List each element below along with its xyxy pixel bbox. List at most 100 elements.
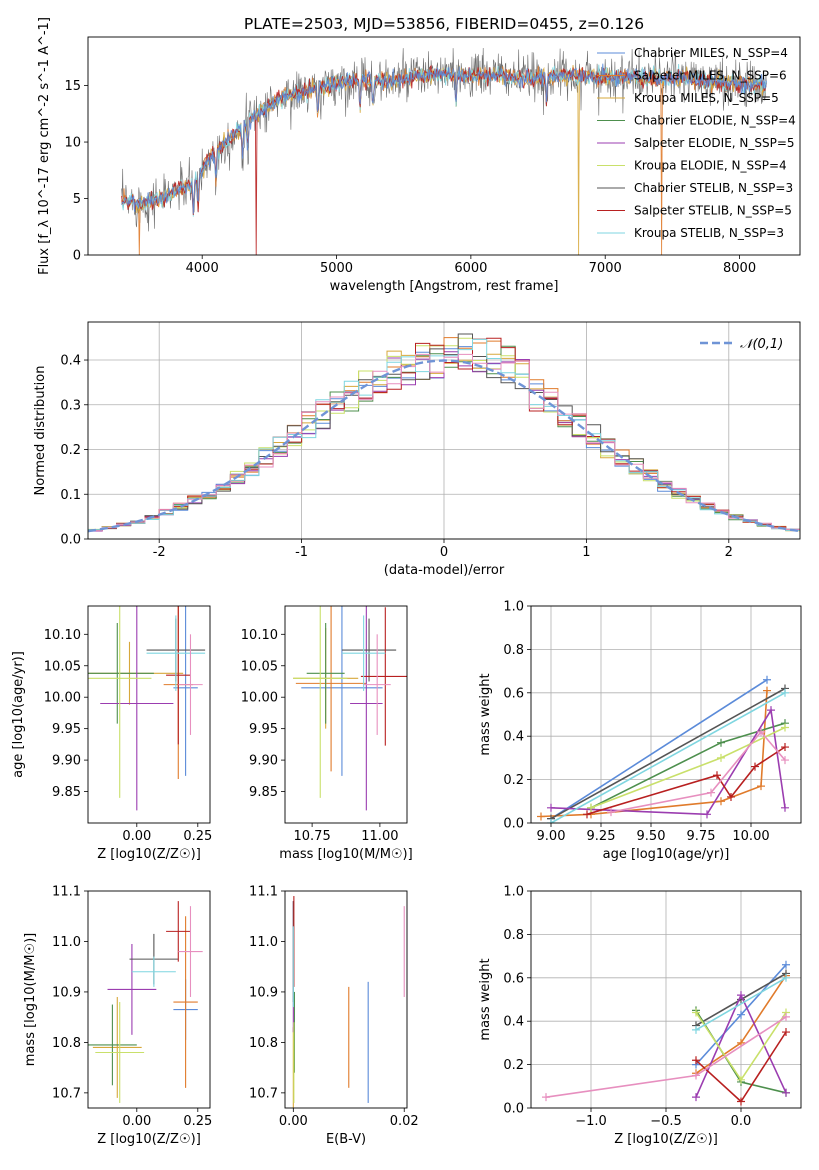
y-tick-label: 0.0	[503, 817, 524, 832]
spectrum-model-line	[121, 63, 767, 214]
weight-marker	[757, 727, 765, 736]
plot-area	[292, 896, 405, 1108]
x-axis-label: Z [log10(Z/Z☉)]	[614, 1132, 718, 1147]
plot-area	[293, 606, 407, 811]
weight-marker	[692, 1025, 700, 1034]
plot-area	[537, 675, 789, 823]
weight-line	[550, 692, 786, 823]
x-tick-label: -1	[295, 545, 308, 560]
x-tick-label: 4000	[186, 261, 219, 276]
y-tick-label: 10.9	[52, 985, 81, 1000]
y-tick-label: 10.8	[52, 1036, 81, 1051]
weight-marker	[781, 723, 789, 732]
y-tick-label: 10.10	[241, 628, 278, 643]
y-tick-label: 9.90	[249, 754, 278, 769]
y-tick-label: 0.0	[60, 533, 81, 548]
y-tick-label: 9.95	[52, 722, 81, 737]
weight-marker	[537, 812, 545, 821]
figure-title: PLATE=2503, MJD=53856, FIBERID=0455, z=0…	[244, 15, 644, 33]
x-axis-label: E(B-V)	[326, 1132, 366, 1147]
weight-marker	[751, 762, 759, 771]
y-tick-label: 10.05	[241, 659, 278, 674]
x-tick-label: 6000	[454, 261, 487, 276]
y-axis-label: age [log10(age/yr)]	[11, 651, 26, 778]
legend-entry: Chabrier MILES, N_SSP=4	[634, 46, 788, 60]
histogram-step	[88, 353, 800, 533]
legend-entry: Chabrier STELIB, N_SSP=3	[634, 181, 793, 195]
x-tick-label: 0	[440, 545, 448, 560]
y-axis-label: mass weight	[478, 958, 493, 1040]
y-tick-label: 0.6	[503, 971, 524, 986]
y-tick-label: 0.8	[503, 643, 524, 658]
weight-marker	[713, 771, 721, 780]
x-tick-label: 9.00	[537, 829, 566, 844]
weight-marker	[727, 792, 735, 801]
y-tick-label: 1.0	[503, 885, 524, 900]
legend-entry: Salpeter STELIB, N_SSP=5	[634, 204, 792, 218]
axes-frame	[530, 605, 802, 824]
y-tick-label: 11.1	[52, 885, 81, 900]
legend-entry: Kroupa ELODIE, N_SSP=4	[634, 159, 787, 173]
weight-marker	[587, 803, 595, 812]
weight-marker	[781, 688, 789, 697]
x-tick-label: 0.25	[183, 1114, 212, 1129]
axes-frame	[87, 890, 211, 1109]
y-axis-label: mass weight	[478, 673, 493, 755]
weight-marker	[692, 1071, 700, 1080]
axes-frame	[87, 36, 801, 256]
x-tick-label: 0.02	[390, 1114, 419, 1129]
y-tick-label: 10.7	[249, 1086, 278, 1101]
axes-frame	[284, 890, 408, 1109]
legend-entry: Salpeter MILES, N_SSP=6	[634, 69, 787, 83]
weight-marker	[757, 782, 765, 791]
weight-marker	[767, 706, 775, 715]
plot-area	[88, 606, 206, 811]
weight-marker	[717, 797, 725, 806]
x-tick-label: 0.00	[279, 1114, 308, 1129]
y-tick-label: 0.4	[60, 354, 81, 369]
axes-frame	[284, 605, 408, 824]
y-tick-label: 9.85	[52, 785, 81, 800]
plot-area	[88, 333, 800, 534]
x-tick-label: 8000	[723, 261, 756, 276]
legend-entry: Kroupa STELIB, N_SSP=3	[634, 226, 784, 240]
y-tick-label: 9.90	[52, 754, 81, 769]
spectrum-model-line	[121, 63, 767, 217]
weight-marker	[737, 991, 745, 1000]
y-tick-label: 10.00	[44, 691, 81, 706]
x-axis-label: mass [log10(M/M☉)]	[279, 847, 412, 862]
normal-curve	[88, 359, 800, 533]
weight-marker	[692, 1056, 700, 1065]
plot-area	[542, 960, 790, 1106]
x-tick-label: 0.0	[731, 1114, 752, 1129]
weight-marker	[737, 1010, 745, 1019]
weight-marker	[737, 1097, 745, 1106]
y-tick-label: 0.2	[503, 773, 524, 788]
weight-line	[610, 730, 786, 813]
x-tick-label: 10.00	[732, 829, 769, 844]
panel-weight-vs-age: 9.00 9.25 9.50 9.75 10.00 0.0 0.2 0.4 0.6 0.8 1.0 a…	[478, 600, 802, 862]
weight-marker	[782, 960, 790, 969]
legend-entry: Kroupa MILES, N_SSP=5	[634, 91, 779, 105]
y-tick-label: 0.3	[60, 398, 81, 413]
weight-line	[550, 707, 786, 816]
axes-frame	[87, 321, 801, 540]
panel-mass-vs-Z: 0.00 0.25 10.7 10.8 10.9 11.0 11.1 Z [log10(Z/Z…	[23, 885, 212, 1148]
y-tick-label: 11.1	[249, 885, 278, 900]
y-tick-label: 0.4	[503, 730, 524, 745]
x-tick-label: 9.50	[637, 829, 666, 844]
x-tick-label: 1	[582, 545, 590, 560]
y-tick-label: 11.0	[52, 935, 81, 950]
weight-marker	[547, 819, 555, 823]
x-axis-label: Z [log10(Z/Z☉)]	[97, 847, 201, 862]
y-axis-label: Normed distribution	[33, 366, 48, 496]
x-tick-label: 9.75	[687, 829, 716, 844]
weight-marker	[782, 1088, 790, 1097]
weight-marker	[607, 808, 615, 817]
x-tick-label: 0.25	[183, 829, 212, 844]
y-axis-label: mass [log10(M/M☉)]	[23, 933, 38, 1066]
x-tick-label: 0.00	[122, 829, 151, 844]
y-tick-label: 9.85	[249, 785, 278, 800]
weight-marker	[583, 810, 591, 819]
